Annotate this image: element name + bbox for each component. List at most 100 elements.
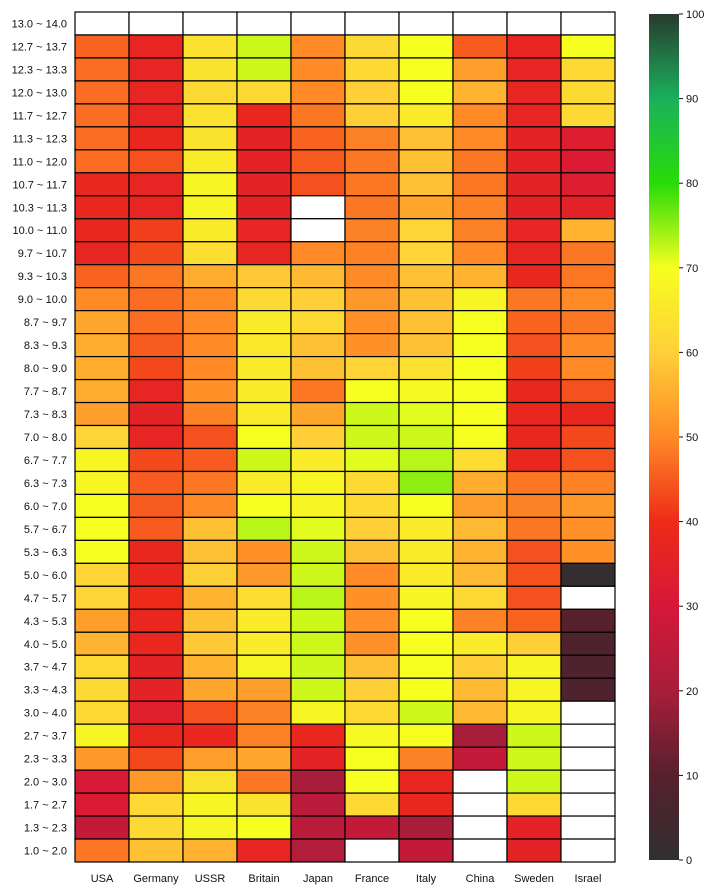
- heatmap-cell: [290, 608, 346, 633]
- heatmap-cell: [128, 700, 184, 725]
- heatmap-cell: [560, 80, 616, 105]
- x-tick-label: Israel: [575, 873, 602, 885]
- heatmap-cell: [290, 424, 346, 450]
- heatmap-cell: [560, 149, 616, 174]
- heatmap-cell: [560, 608, 616, 633]
- heatmap-cell: [236, 792, 292, 817]
- x-tick-label: Britain: [248, 873, 279, 885]
- heatmap-cell: [236, 769, 292, 794]
- heatmap-cell: [452, 218, 508, 243]
- heatmap-cell: [128, 333, 184, 358]
- heatmap-cell: [506, 287, 562, 312]
- heatmap-cell: [506, 838, 562, 863]
- heatmap-cell: [128, 631, 184, 656]
- heatmap-cell: [560, 34, 616, 59]
- heatmap-cell: [398, 264, 454, 289]
- heatmap-cell: [290, 287, 346, 312]
- heatmap-cell: [560, 470, 616, 496]
- heatmap-cell: [344, 654, 400, 679]
- heatmap-cell: [182, 585, 238, 610]
- heatmap-cell: [290, 103, 346, 128]
- heatmap-cell: [506, 333, 562, 358]
- heatmap-cell: [452, 585, 508, 610]
- heatmap-cell: [344, 378, 400, 404]
- heatmap-cell: [560, 700, 616, 725]
- heatmap-cell: [236, 631, 292, 656]
- heatmap-cell: [74, 631, 130, 656]
- heatmap-cell: [236, 585, 292, 610]
- colorbar-tick-label: 60: [686, 347, 698, 359]
- heatmap-cell: [128, 241, 184, 266]
- heatmap-cell: [560, 195, 616, 220]
- heatmap-cell: [74, 815, 130, 840]
- heatmap-cell: [398, 815, 454, 840]
- heatmap-cell: [128, 11, 184, 36]
- x-axis-tick-labels: USA Germany USSR Britain Japan France Italy Chi…: [91, 873, 602, 885]
- x-tick-label: Japan: [303, 873, 333, 885]
- heatmap-cell: [506, 746, 562, 771]
- heatmap-cell: [452, 723, 508, 748]
- y-tick-label: 12.0 ~ 13.0: [12, 87, 67, 99]
- heatmap-cell: [506, 516, 562, 541]
- heatmap-cell: [344, 516, 400, 541]
- heatmap-cell: [560, 677, 616, 702]
- heatmap-cell: [506, 264, 562, 289]
- heatmap-cell: [506, 700, 562, 725]
- heatmap-cell: [236, 401, 292, 427]
- heatmap-cell: [74, 792, 130, 817]
- heatmap-cell: [182, 355, 238, 381]
- heatmap-cell: [128, 654, 184, 679]
- heatmap-cell: [236, 333, 292, 358]
- y-tick-label: 1.3 ~ 2.3: [24, 823, 67, 835]
- heatmap-cell: [290, 677, 346, 702]
- y-tick-label: 6.3 ~ 7.3: [24, 478, 67, 490]
- heatmap-cell: [560, 218, 616, 243]
- heatmap-cell: [128, 378, 184, 404]
- heatmap-cell: [398, 172, 454, 197]
- x-tick-label: China: [466, 873, 496, 885]
- heatmap-cell: [452, 126, 508, 151]
- heatmap-cell: [236, 355, 292, 381]
- heatmap-cell: [398, 516, 454, 541]
- y-tick-label: 3.7 ~ 4.7: [24, 662, 67, 674]
- heatmap-cell: [290, 631, 346, 656]
- colorbar-tick-label: 20: [686, 686, 698, 698]
- heatmap-cell: [182, 516, 238, 541]
- heatmap-cell: [506, 172, 562, 197]
- heatmap-cell: [560, 333, 616, 358]
- heatmap-cell: [236, 126, 292, 151]
- heatmap-cell: [290, 126, 346, 151]
- heatmap-cell: [452, 172, 508, 197]
- y-tick-label: 5.7 ~ 6.7: [24, 524, 67, 536]
- heatmap-cell: [290, 34, 346, 59]
- heatmap-cell: [560, 792, 616, 817]
- heatmap-cell: [74, 539, 130, 564]
- heatmap-cell: [452, 838, 508, 863]
- y-tick-label: 4.0 ~ 5.0: [24, 639, 67, 651]
- heatmap-cell: [398, 333, 454, 358]
- heatmap-cell: [290, 723, 346, 748]
- heatmap-cell: [128, 310, 184, 335]
- heatmap-cell: [398, 723, 454, 748]
- heatmap-cell: [290, 792, 346, 817]
- heatmap-cell: [344, 470, 400, 496]
- heatmap-cell: [74, 677, 130, 702]
- x-tick-label: USSR: [195, 873, 226, 885]
- heatmap-cell: [452, 447, 508, 473]
- heatmap-cell: [74, 310, 130, 335]
- heatmap-cell: [560, 631, 616, 656]
- heatmap-cell: [452, 677, 508, 702]
- heatmap-cell: [290, 493, 346, 518]
- heatmap-cell: [560, 654, 616, 679]
- heatmap-cell: [182, 631, 238, 656]
- heatmap-cell: [344, 769, 400, 794]
- heatmap-cell: [452, 654, 508, 679]
- heatmap-cell: [128, 608, 184, 633]
- heatmap-cell: [344, 447, 400, 473]
- heatmap-cell: [506, 103, 562, 128]
- heatmap-cell: [344, 172, 400, 197]
- heatmap-cell: [74, 103, 130, 128]
- heatmap-cell: [290, 654, 346, 679]
- heatmap-cell: [452, 264, 508, 289]
- heatmap-cell: [182, 677, 238, 702]
